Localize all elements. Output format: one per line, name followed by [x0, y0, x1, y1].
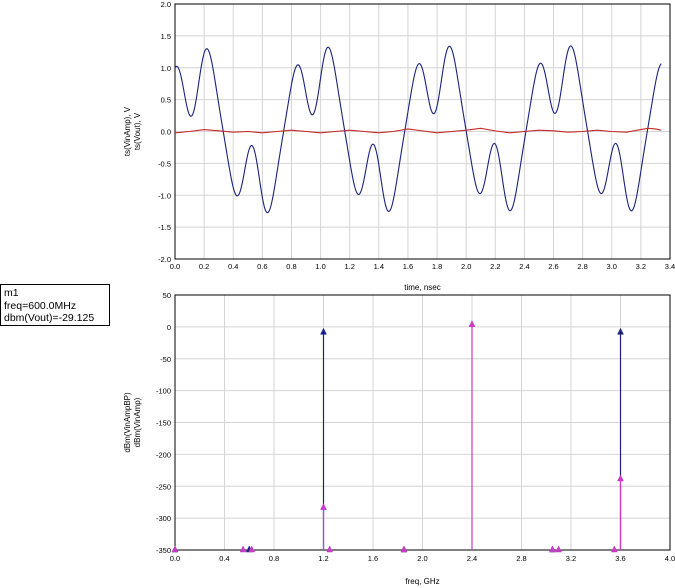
time-chart-x-tick-label: 3.0: [607, 262, 617, 271]
spectrum-chart-y-tick-label: 0: [167, 323, 171, 332]
marker-value: dbm(Vout)=-29.125: [4, 312, 106, 325]
time-chart-y-tick-label: 2.0: [161, 0, 171, 9]
time-chart-x-tick-label: 0.6: [257, 262, 267, 271]
spectrum-chart-x-tick-label: 0.4: [219, 554, 229, 563]
time-chart-y-axis-label-vout: ts(Vout), V: [133, 112, 142, 150]
spectrum-chart-y-tick-label: -300: [156, 514, 171, 523]
spectrum-chart-x-tick-label: 3.2: [566, 554, 576, 563]
spectrum-chart-x-tick-label: 2.4: [467, 554, 477, 563]
spectrum-chart-y-tick-label: 50: [163, 291, 171, 300]
marker-readout[interactable]: m1 freq=600.0MHz dbm(Vout)=-29.125: [0, 284, 110, 326]
spectrum-chart-x-tick-label: 0.8: [269, 554, 279, 563]
spectrum-chart-x-tick-label: 2.8: [516, 554, 526, 563]
spectrum-chart-y-tick-label: -350: [156, 546, 171, 555]
time-chart-x-tick-label: 1.0: [315, 262, 325, 271]
time-chart-x-axis-label: time, nsec: [404, 283, 440, 292]
spectrum-chart-x-ticks: 0.0 0.4 0.8 1.2 1.6 2.0 2.4 2.8 3.2 3.6 4.0: [170, 554, 675, 563]
time-chart-y-ticks: -2.0 -1.5 -1.0 -0.5 0.0 0.5 1.0 1.5 2.0: [158, 0, 171, 264]
time-chart-x-tick-label: 0.8: [286, 262, 296, 271]
time-chart-y-tick-label: 1.5: [161, 32, 171, 41]
spectrum-chart-y-tick-label: -50: [160, 355, 171, 364]
spectrum-chart-y-tick-label: -250: [156, 482, 171, 491]
time-chart-x-tick-label: 1.8: [432, 262, 442, 271]
spectrum-chart-x-axis-label: freq, GHz: [405, 577, 439, 586]
time-chart-x-tick-label: 2.2: [490, 262, 500, 271]
spectrum-chart: 0.0 0.4 0.8 1.2 1.6 2.0 2.4 2.8 3.2 3.6 4.0 -350-3…: [123, 291, 675, 586]
time-chart-x-tick-label: 3.4: [665, 262, 675, 271]
marker-freq: freq=600.0MHz: [4, 300, 106, 313]
time-chart-x-tick-label: 1.6: [403, 262, 413, 271]
time-chart-x-tick-label: 2.0: [461, 262, 471, 271]
spectrum-chart-y-axis-label-vinampbp: dBm(VinAmpBP): [123, 392, 132, 453]
spectrum-chart-x-tick-label: 4.0: [665, 554, 675, 563]
time-chart-x-tick-label: 2.6: [548, 262, 558, 271]
marker-name: m1: [4, 287, 106, 300]
time-chart-y-tick-label: -1.0: [158, 191, 171, 200]
time-domain-chart: 0.0 0.2 0.4 0.6 0.8 1.0 1.2 1.4 1.6 1.8 2.0 2.2 2.4 2…: [123, 0, 675, 292]
spectrum-chart-x-tick-label: 1.6: [368, 554, 378, 563]
time-chart-x-tick-label: 0.2: [199, 262, 209, 271]
time-chart-x-tick-label: 1.4: [374, 262, 384, 271]
spectrum-chart-y-tick-label: -100: [156, 387, 171, 396]
time-chart-y-tick-label: 1.0: [161, 64, 171, 73]
time-chart-y-axis-label-vinamp: ts(VinAmp), V: [123, 106, 132, 156]
time-chart-x-tick-label: 2.4: [519, 262, 529, 271]
time-chart-y-tick-label: -0.5: [158, 159, 171, 168]
time-chart-x-ticks: 0.0 0.2 0.4 0.6 0.8 1.0 1.2 1.4 1.6 1.8 2.0 2.2 2.4 2…: [170, 262, 675, 271]
spectrum-chart-x-tick-label: 2.0: [417, 554, 427, 563]
time-chart-y-tick-label: 0.5: [161, 96, 171, 105]
time-chart-y-tick-label: 0.0: [161, 128, 171, 137]
time-chart-y-tick-label: -1.5: [158, 223, 171, 232]
spectrum-chart-y-tick-label: -150: [156, 419, 171, 428]
time-chart-x-tick-label: 2.8: [577, 262, 587, 271]
spectrum-chart-grid: [175, 295, 670, 550]
time-chart-x-tick-label: 0.0: [170, 262, 180, 271]
spectrum-chart-x-tick-label: 0.0: [170, 554, 180, 563]
spectrum-chart-x-tick-label: 3.6: [615, 554, 625, 563]
spectrum-chart-y-axis-label-vinamp: dBm(VinAmp): [133, 397, 142, 447]
spectrum-chart-x-tick-label: 1.2: [318, 554, 328, 563]
time-chart-x-tick-label: 3.2: [636, 262, 646, 271]
spectrum-chart-y-ticks: -350 -300 -250 -200 -150 -100 -50 0 50: [156, 291, 171, 555]
time-chart-x-tick-label: 0.4: [228, 262, 238, 271]
time-chart-x-tick-label: 1.2: [344, 262, 354, 271]
time-chart-y-tick-label: -2.0: [158, 255, 171, 264]
spectrum-chart-y-tick-label: -200: [156, 450, 171, 459]
